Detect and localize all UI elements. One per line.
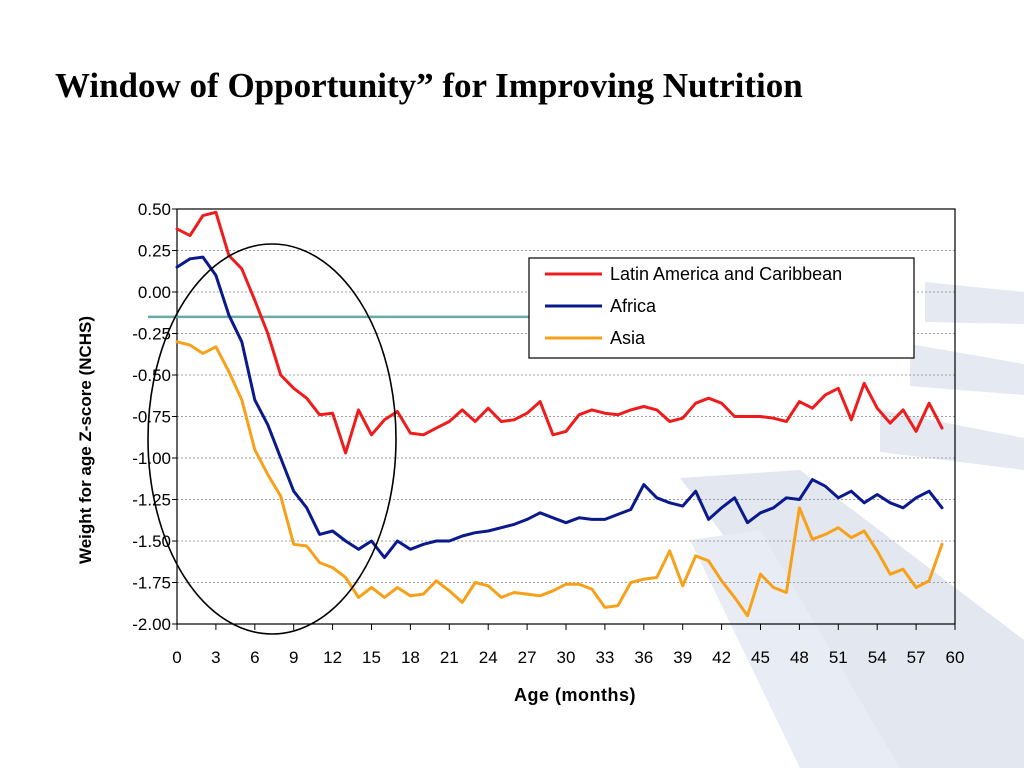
- x-tick-label: 51: [829, 648, 848, 667]
- background-stripe: [690, 530, 900, 768]
- y-tick-label: -1.50: [132, 532, 171, 551]
- x-axis-label: Age (months): [514, 685, 636, 705]
- y-tick-label: -0.25: [132, 325, 171, 344]
- x-tick-label: 24: [479, 648, 498, 667]
- y-tick-label: 0.50: [138, 200, 171, 219]
- y-tick-label: -1.00: [132, 449, 171, 468]
- x-tick-label: 57: [907, 648, 926, 667]
- y-tick-label: -1.25: [132, 491, 171, 510]
- x-tick-label: 21: [440, 648, 459, 667]
- x-tick-label: 15: [362, 648, 381, 667]
- x-tick-label: 6: [250, 648, 259, 667]
- x-tick-label: 33: [595, 648, 614, 667]
- background-stripe: [910, 344, 1024, 395]
- legend-label: Africa: [610, 296, 657, 316]
- series-line: [175, 340, 944, 618]
- background-stripe: [880, 410, 1024, 470]
- series-lines: [175, 210, 944, 618]
- legend: Latin America and Caribbean Africa Asia: [528, 257, 915, 359]
- highlight-ellipse: [147, 243, 397, 635]
- legend-label: Latin America and Caribbean: [610, 264, 842, 284]
- axes: 0.50 0.25 0.00 -0.25 -0.50 -0.75 -1.00 -1.25 -1.…: [132, 200, 964, 667]
- y-tick-label: -0.50: [132, 366, 171, 385]
- y-tick-label: 0.00: [138, 283, 171, 302]
- x-tick-label: 18: [401, 648, 420, 667]
- series-line: [175, 255, 944, 560]
- x-tick-label: 9: [289, 648, 298, 667]
- y-tick-label: 0.25: [138, 242, 171, 261]
- x-tick-label: 42: [712, 648, 731, 667]
- x-tick-label: 48: [790, 648, 809, 667]
- x-tick-label: 27: [518, 648, 537, 667]
- x-tick-label: 36: [634, 648, 653, 667]
- slide-title: Window of Opportunity” for Improving Nut…: [55, 66, 803, 105]
- y-tick-label: -2.00: [132, 615, 171, 634]
- x-tick-label: 30: [557, 648, 576, 667]
- y-axis-label: Weight for age Z-score (NCHS): [76, 316, 95, 564]
- x-tick-label: 3: [211, 648, 220, 667]
- x-tick-label: 45: [751, 648, 770, 667]
- series-line: [175, 210, 944, 455]
- x-tick-label: 60: [946, 648, 965, 667]
- x-tick-label: 39: [673, 648, 692, 667]
- legend-label: Asia: [610, 328, 646, 348]
- x-tick-label: 54: [868, 648, 887, 667]
- x-tick-label: 0: [172, 648, 181, 667]
- x-tick-label: 12: [323, 648, 342, 667]
- y-tick-label: -0.75: [132, 408, 171, 427]
- y-tick-label: -1.75: [132, 574, 171, 593]
